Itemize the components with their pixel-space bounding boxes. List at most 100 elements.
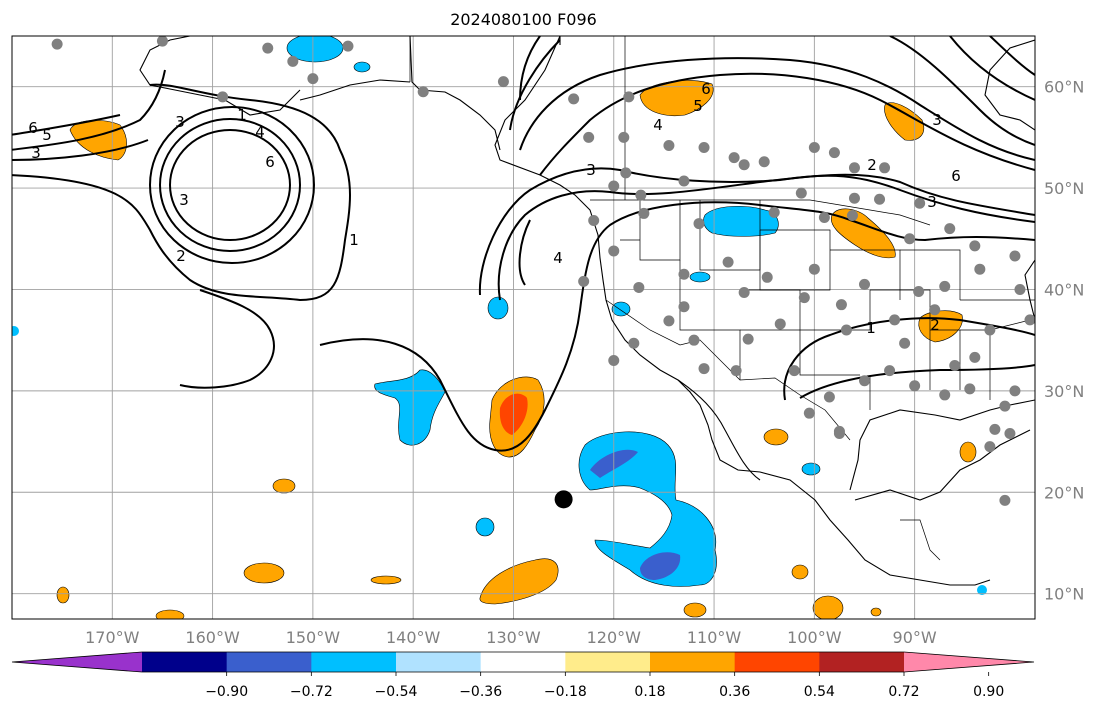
station-marker bbox=[818, 211, 830, 223]
station-marker bbox=[944, 223, 956, 235]
station-marker bbox=[497, 76, 509, 88]
latitude-tick-label: 50°N bbox=[1044, 179, 1084, 198]
station-marker bbox=[899, 337, 911, 349]
colorbar-segment bbox=[396, 652, 482, 672]
positive-anomaly-region bbox=[243, 562, 285, 584]
colorbar-segment bbox=[142, 652, 228, 672]
station-marker bbox=[1009, 250, 1021, 262]
station-marker bbox=[588, 215, 600, 227]
colorbar-tick-label: −0.72 bbox=[290, 684, 333, 700]
longitude-tick-label: 120°W bbox=[587, 628, 642, 647]
height-contours bbox=[12, 36, 1035, 452]
political-borders bbox=[409, 36, 1035, 561]
station-marker bbox=[828, 147, 840, 159]
station-marker bbox=[999, 400, 1011, 412]
station-marker bbox=[848, 162, 860, 174]
contour-label: 6 bbox=[28, 119, 38, 137]
negative-anomaly-region bbox=[801, 462, 821, 476]
station-marker bbox=[678, 301, 690, 313]
station-marker bbox=[879, 162, 891, 174]
station-marker bbox=[761, 271, 773, 283]
station-marker bbox=[693, 218, 705, 230]
contour-label: 1 bbox=[866, 319, 876, 337]
colorbar-over-arrow bbox=[904, 652, 1034, 672]
station-marker bbox=[698, 142, 710, 154]
station-marker bbox=[698, 363, 710, 375]
station-marker bbox=[848, 192, 860, 204]
storm-center-marker bbox=[554, 490, 573, 509]
colorbar-tick-label: −0.18 bbox=[544, 684, 587, 700]
longitude-tick-label: 90°W bbox=[893, 628, 937, 647]
station-marker bbox=[859, 278, 870, 290]
station-marker bbox=[846, 209, 858, 221]
station-marker bbox=[758, 156, 770, 168]
station-marker bbox=[909, 380, 921, 392]
station-marker bbox=[608, 245, 620, 257]
station-marker bbox=[969, 240, 981, 252]
colorbar-segment bbox=[819, 652, 905, 672]
station-marker bbox=[889, 314, 901, 326]
station-marker bbox=[633, 281, 645, 293]
contour-label: 3 bbox=[927, 193, 937, 211]
station-marker bbox=[730, 365, 742, 377]
latitude-tick-labels: 60°N 50°N 40°N 30°N 20°N 10°N bbox=[1044, 78, 1084, 604]
station-marker bbox=[287, 55, 299, 67]
station-marker bbox=[262, 42, 274, 54]
station-marker bbox=[156, 36, 168, 47]
station-marker bbox=[1004, 427, 1016, 439]
positive-anomaly-region bbox=[155, 609, 185, 619]
station-marker bbox=[914, 197, 926, 209]
contour-label: 3 bbox=[31, 144, 41, 162]
gridlines bbox=[12, 36, 1035, 619]
station-marker bbox=[728, 152, 740, 164]
station-marker bbox=[620, 167, 632, 179]
station-marker bbox=[417, 86, 429, 98]
station-marker bbox=[722, 256, 734, 268]
station-marker bbox=[835, 299, 847, 311]
colorbar-tick-label: −0.54 bbox=[375, 684, 418, 700]
colorbar-outline bbox=[11, 651, 1035, 673]
station-marker bbox=[638, 207, 650, 219]
contour-label: 4 bbox=[653, 116, 663, 134]
station-marker bbox=[833, 425, 845, 437]
colorbar bbox=[11, 651, 1035, 673]
colorbar-tick-label: 0.72 bbox=[888, 684, 919, 700]
contour-label: 6 bbox=[701, 80, 711, 98]
colorbar-tick-label: −0.36 bbox=[459, 684, 502, 700]
negative-anomaly-region bbox=[475, 517, 495, 537]
station-marker bbox=[51, 38, 63, 50]
positive-anomaly-region bbox=[791, 564, 809, 580]
station-marker bbox=[939, 389, 951, 401]
station-marker bbox=[999, 494, 1011, 506]
station-marker bbox=[989, 423, 1001, 435]
station-marker bbox=[742, 333, 754, 345]
colorbar-segment bbox=[480, 652, 566, 672]
station-marker bbox=[568, 93, 580, 105]
positive-anomaly-region bbox=[370, 575, 402, 585]
colorbar-segment bbox=[650, 652, 736, 672]
station-marker bbox=[803, 407, 815, 419]
station-marker bbox=[738, 287, 750, 299]
negative-anomaly-region bbox=[611, 301, 631, 317]
coastlines bbox=[139, 36, 1035, 586]
station-marker bbox=[342, 40, 354, 52]
station-marker bbox=[678, 175, 690, 187]
contour-label: 3 bbox=[932, 111, 942, 129]
station-marker bbox=[1014, 283, 1026, 295]
station-marker bbox=[663, 140, 675, 152]
contour-label: 2 bbox=[930, 316, 940, 334]
negative-anomaly-core bbox=[640, 552, 681, 580]
map-title: 2024080100 F096 bbox=[450, 10, 597, 29]
positive-anomaly-region bbox=[56, 586, 70, 604]
negative-anomaly-region bbox=[487, 296, 509, 320]
contour-label: 3 bbox=[586, 161, 596, 179]
station-marker bbox=[823, 391, 835, 403]
station-marker bbox=[618, 131, 630, 143]
station-marker bbox=[774, 318, 786, 330]
negative-anomaly-region bbox=[12, 326, 19, 336]
colorbar-tick-label: −0.90 bbox=[205, 684, 248, 700]
station-marker bbox=[939, 280, 951, 292]
station-marker bbox=[788, 365, 800, 377]
contour-label: 2 bbox=[867, 156, 877, 174]
